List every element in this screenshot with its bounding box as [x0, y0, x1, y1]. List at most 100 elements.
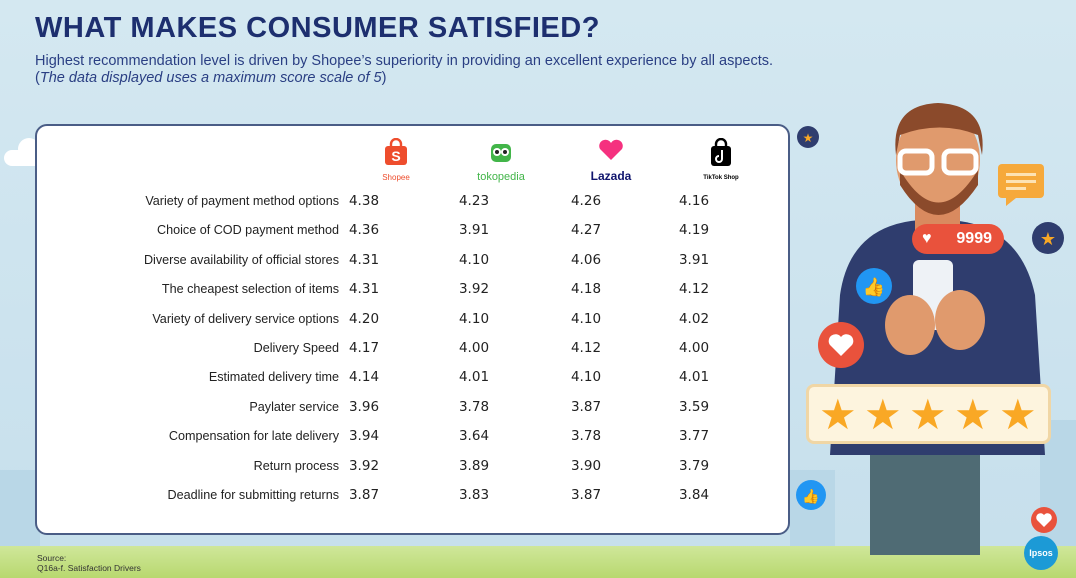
- score-cell: 4.18: [570, 281, 602, 297]
- score-cell: 3.92: [348, 458, 380, 474]
- star-icon: ★: [954, 391, 992, 438]
- hand: [885, 295, 935, 355]
- score-cell: 4.23: [458, 193, 490, 209]
- source-note: Source: Q16a-f. Satisfaction Drivers: [37, 553, 141, 573]
- thumbs-up-icon: 👍: [856, 268, 892, 304]
- page-title: WHAT MAKES CONSUMER SATISFIED?: [35, 12, 600, 44]
- cloud-decoration: [18, 138, 40, 160]
- score-cell: 4.06: [570, 252, 602, 268]
- score-cell: 3.91: [458, 222, 490, 238]
- row-label: Diverse availability of official stores: [143, 253, 339, 267]
- star-icon: ★: [864, 391, 902, 438]
- score-cell: 3.96: [348, 399, 380, 415]
- page-subtitle: Highest recommendation level is driven b…: [35, 53, 855, 87]
- score-cell: 3.77: [678, 428, 710, 444]
- score-cell: 4.14: [348, 369, 380, 385]
- score-cell: 4.10: [458, 311, 490, 327]
- heart-icon: [1031, 507, 1057, 533]
- brand-header-lazada: Lazada: [566, 138, 656, 183]
- score-cell: 4.36: [348, 222, 380, 238]
- row-label: Variety of payment method options: [145, 194, 339, 208]
- row-label: Compensation for late delivery: [168, 429, 339, 443]
- score-cell: 4.01: [458, 369, 490, 385]
- score-cell: 4.02: [678, 311, 710, 327]
- row-label: Deadline for submitting returns: [167, 488, 340, 502]
- score-cell: 4.10: [570, 311, 602, 327]
- score-cell: 4.00: [458, 340, 490, 356]
- subtitle-note: (The data displayed uses a maximum score…: [35, 70, 387, 86]
- beard: [900, 170, 978, 215]
- score-cell: 3.94: [348, 428, 380, 444]
- row-label: Return process: [253, 459, 339, 473]
- hand: [935, 290, 985, 350]
- thumbs-up-icon: 👍: [796, 480, 826, 510]
- row-label: Choice of COD payment method: [157, 223, 339, 237]
- star-icon: ★: [819, 391, 857, 438]
- score-cell: 3.87: [570, 399, 602, 415]
- likes-badge: ♥ 9999: [912, 224, 1004, 254]
- tokopedia-owl-icon: [491, 144, 511, 162]
- score-cell: 3.90: [570, 458, 602, 474]
- score-cell: 3.87: [348, 487, 380, 503]
- score-cell: 4.31: [348, 281, 380, 297]
- ipsos-logo: Ipsos: [1024, 536, 1058, 570]
- score-cell: 4.26: [570, 193, 602, 209]
- score-cell: 3.91: [678, 252, 710, 268]
- score-cell: 3.78: [570, 428, 602, 444]
- row-label: Delivery Speed: [253, 341, 339, 355]
- brand-header-tiktok-shop: TikTok Shop: [676, 137, 766, 181]
- star-badge-icon: ★: [797, 126, 819, 148]
- score-cell: 4.38: [348, 193, 380, 209]
- score-cell: 3.87: [570, 487, 602, 503]
- row-label: Estimated delivery time: [208, 370, 339, 384]
- score-cell: 3.83: [458, 487, 490, 503]
- row-label: Variety of delivery service options: [152, 312, 339, 326]
- score-cell: 3.92: [458, 281, 490, 297]
- heart-icon: ♥: [922, 230, 932, 247]
- brand-name: tokopedia: [477, 171, 525, 183]
- score-cell: 4.19: [678, 222, 710, 238]
- score-cell: 3.59: [678, 399, 710, 415]
- shopee-bag-icon: S: [385, 137, 407, 165]
- source-text: Q16a-f. Satisfaction Drivers: [37, 563, 141, 573]
- score-cell: 4.12: [570, 340, 602, 356]
- building-silhouette: [0, 470, 40, 550]
- svg-text:👍: 👍: [802, 488, 819, 505]
- star-icon: ★: [999, 391, 1037, 438]
- star-badge-icon: ★: [1032, 222, 1064, 254]
- row-label: The cheapest selection of items: [161, 282, 339, 296]
- score-cell: 3.64: [458, 428, 490, 444]
- svg-text:👍: 👍: [863, 276, 885, 298]
- score-cell: 4.00: [678, 340, 710, 356]
- scores-table: S Shopee tokopedia Lazada TikTok Shop Va…: [35, 124, 790, 535]
- score-cell: 3.84: [678, 487, 710, 503]
- score-cell: 3.79: [678, 458, 710, 474]
- heart-icon: [818, 322, 864, 368]
- subtitle-text: Highest recommendation level is driven b…: [35, 53, 774, 69]
- chat-bubble-icon: [998, 164, 1044, 206]
- score-cell: 4.27: [570, 222, 602, 238]
- source-label: Source:: [37, 553, 67, 563]
- lazada-heart-icon: [599, 139, 623, 160]
- row-label: Paylater service: [249, 400, 339, 414]
- svg-text:S: S: [391, 148, 400, 164]
- pants: [870, 455, 980, 555]
- score-cell: 4.10: [458, 252, 490, 268]
- score-cell: 4.16: [678, 193, 710, 209]
- hair: [895, 103, 983, 155]
- rating-stars: ★ ★ ★ ★ ★: [806, 384, 1051, 444]
- score-cell: 4.01: [678, 369, 710, 385]
- glasses: [941, 148, 979, 176]
- score-cell: 3.78: [458, 399, 490, 415]
- score-cell: 4.12: [678, 281, 710, 297]
- brand-name: TikTok Shop: [703, 175, 739, 181]
- score-cell: 4.31: [348, 252, 380, 268]
- brand-name: Lazada: [590, 169, 632, 183]
- score-cell: 3.89: [458, 458, 490, 474]
- score-cell: 4.17: [348, 340, 380, 356]
- glasses: [897, 148, 935, 176]
- score-cell: 4.10: [570, 369, 602, 385]
- svg-text:★: ★: [803, 131, 814, 145]
- tiktok-bag-icon: [711, 137, 731, 166]
- scale-note: The data displayed uses a maximum score …: [39, 70, 382, 86]
